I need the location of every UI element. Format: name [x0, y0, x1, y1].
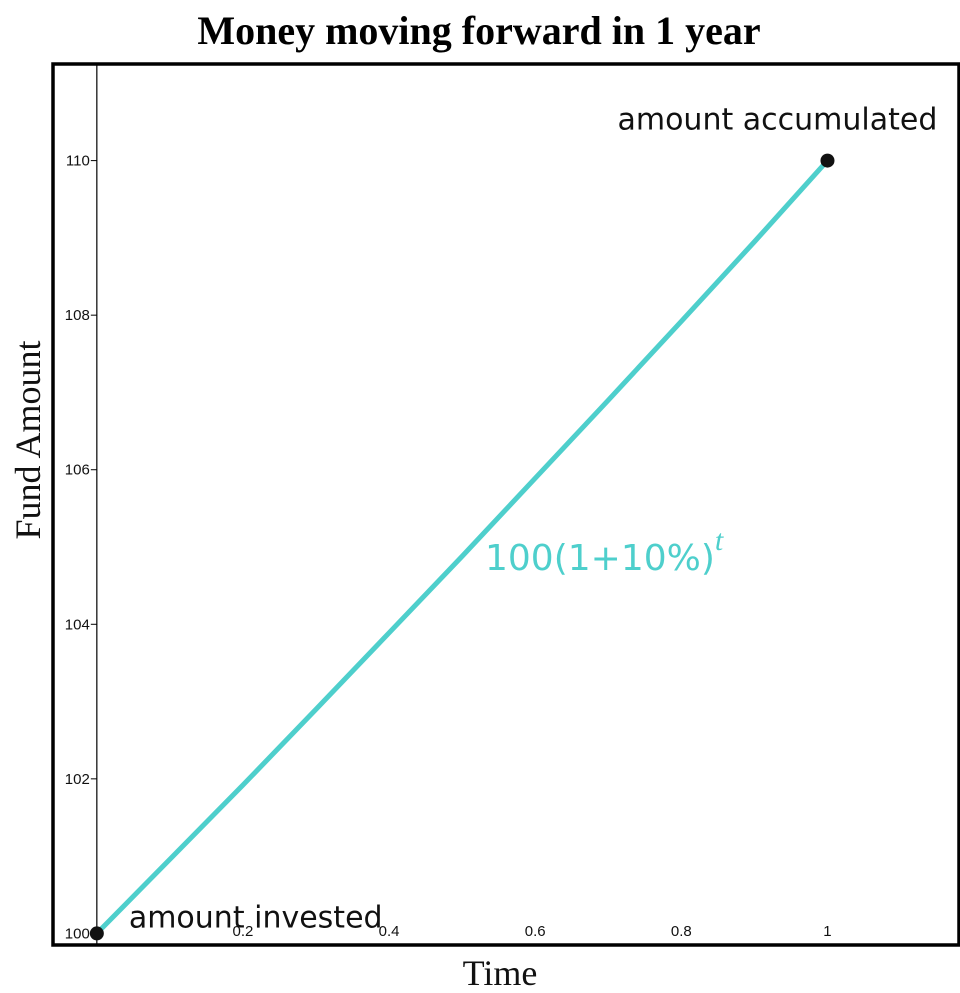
- accumulated-point: [820, 153, 835, 168]
- chart-title: Money moving forward in 1 year: [197, 8, 760, 53]
- y-tick-label: 104: [65, 616, 90, 633]
- formula-label: 100(1+10%)t: [485, 524, 724, 579]
- x-tick-label: 0.6: [525, 923, 546, 940]
- series-line: [94, 158, 830, 936]
- invested-point: [89, 926, 104, 941]
- y-tick-label: 106: [65, 462, 90, 479]
- x-tick-label: 1: [823, 923, 831, 940]
- y-axis-ticks: 100 102 104 106 108 110: [65, 153, 97, 942]
- x-axis-label: Time: [463, 953, 538, 993]
- y-tick-label: 100: [65, 925, 90, 942]
- plot-frame: [51, 62, 960, 947]
- y-axis-label: Fund Amount: [8, 340, 48, 539]
- x-tick-label: 0.4: [379, 923, 400, 940]
- y-tick-label: 110: [66, 153, 90, 170]
- formula-exponent: t: [715, 524, 724, 557]
- x-tick-label: 0.2: [233, 923, 254, 940]
- y-tick-label: 102: [65, 771, 90, 788]
- formula-base: 100(1+10%): [485, 538, 715, 579]
- x-axis-ticks: 0.2 0.4 0.6 0.8 1: [233, 923, 832, 940]
- y-tick-label: 108: [65, 307, 90, 324]
- data-points: amount invested amount accumulated: [89, 103, 937, 941]
- x-tick-label: 0.8: [671, 923, 692, 940]
- invested-annotation: amount invested: [129, 900, 383, 935]
- accumulated-annotation: amount accumulated: [617, 103, 937, 138]
